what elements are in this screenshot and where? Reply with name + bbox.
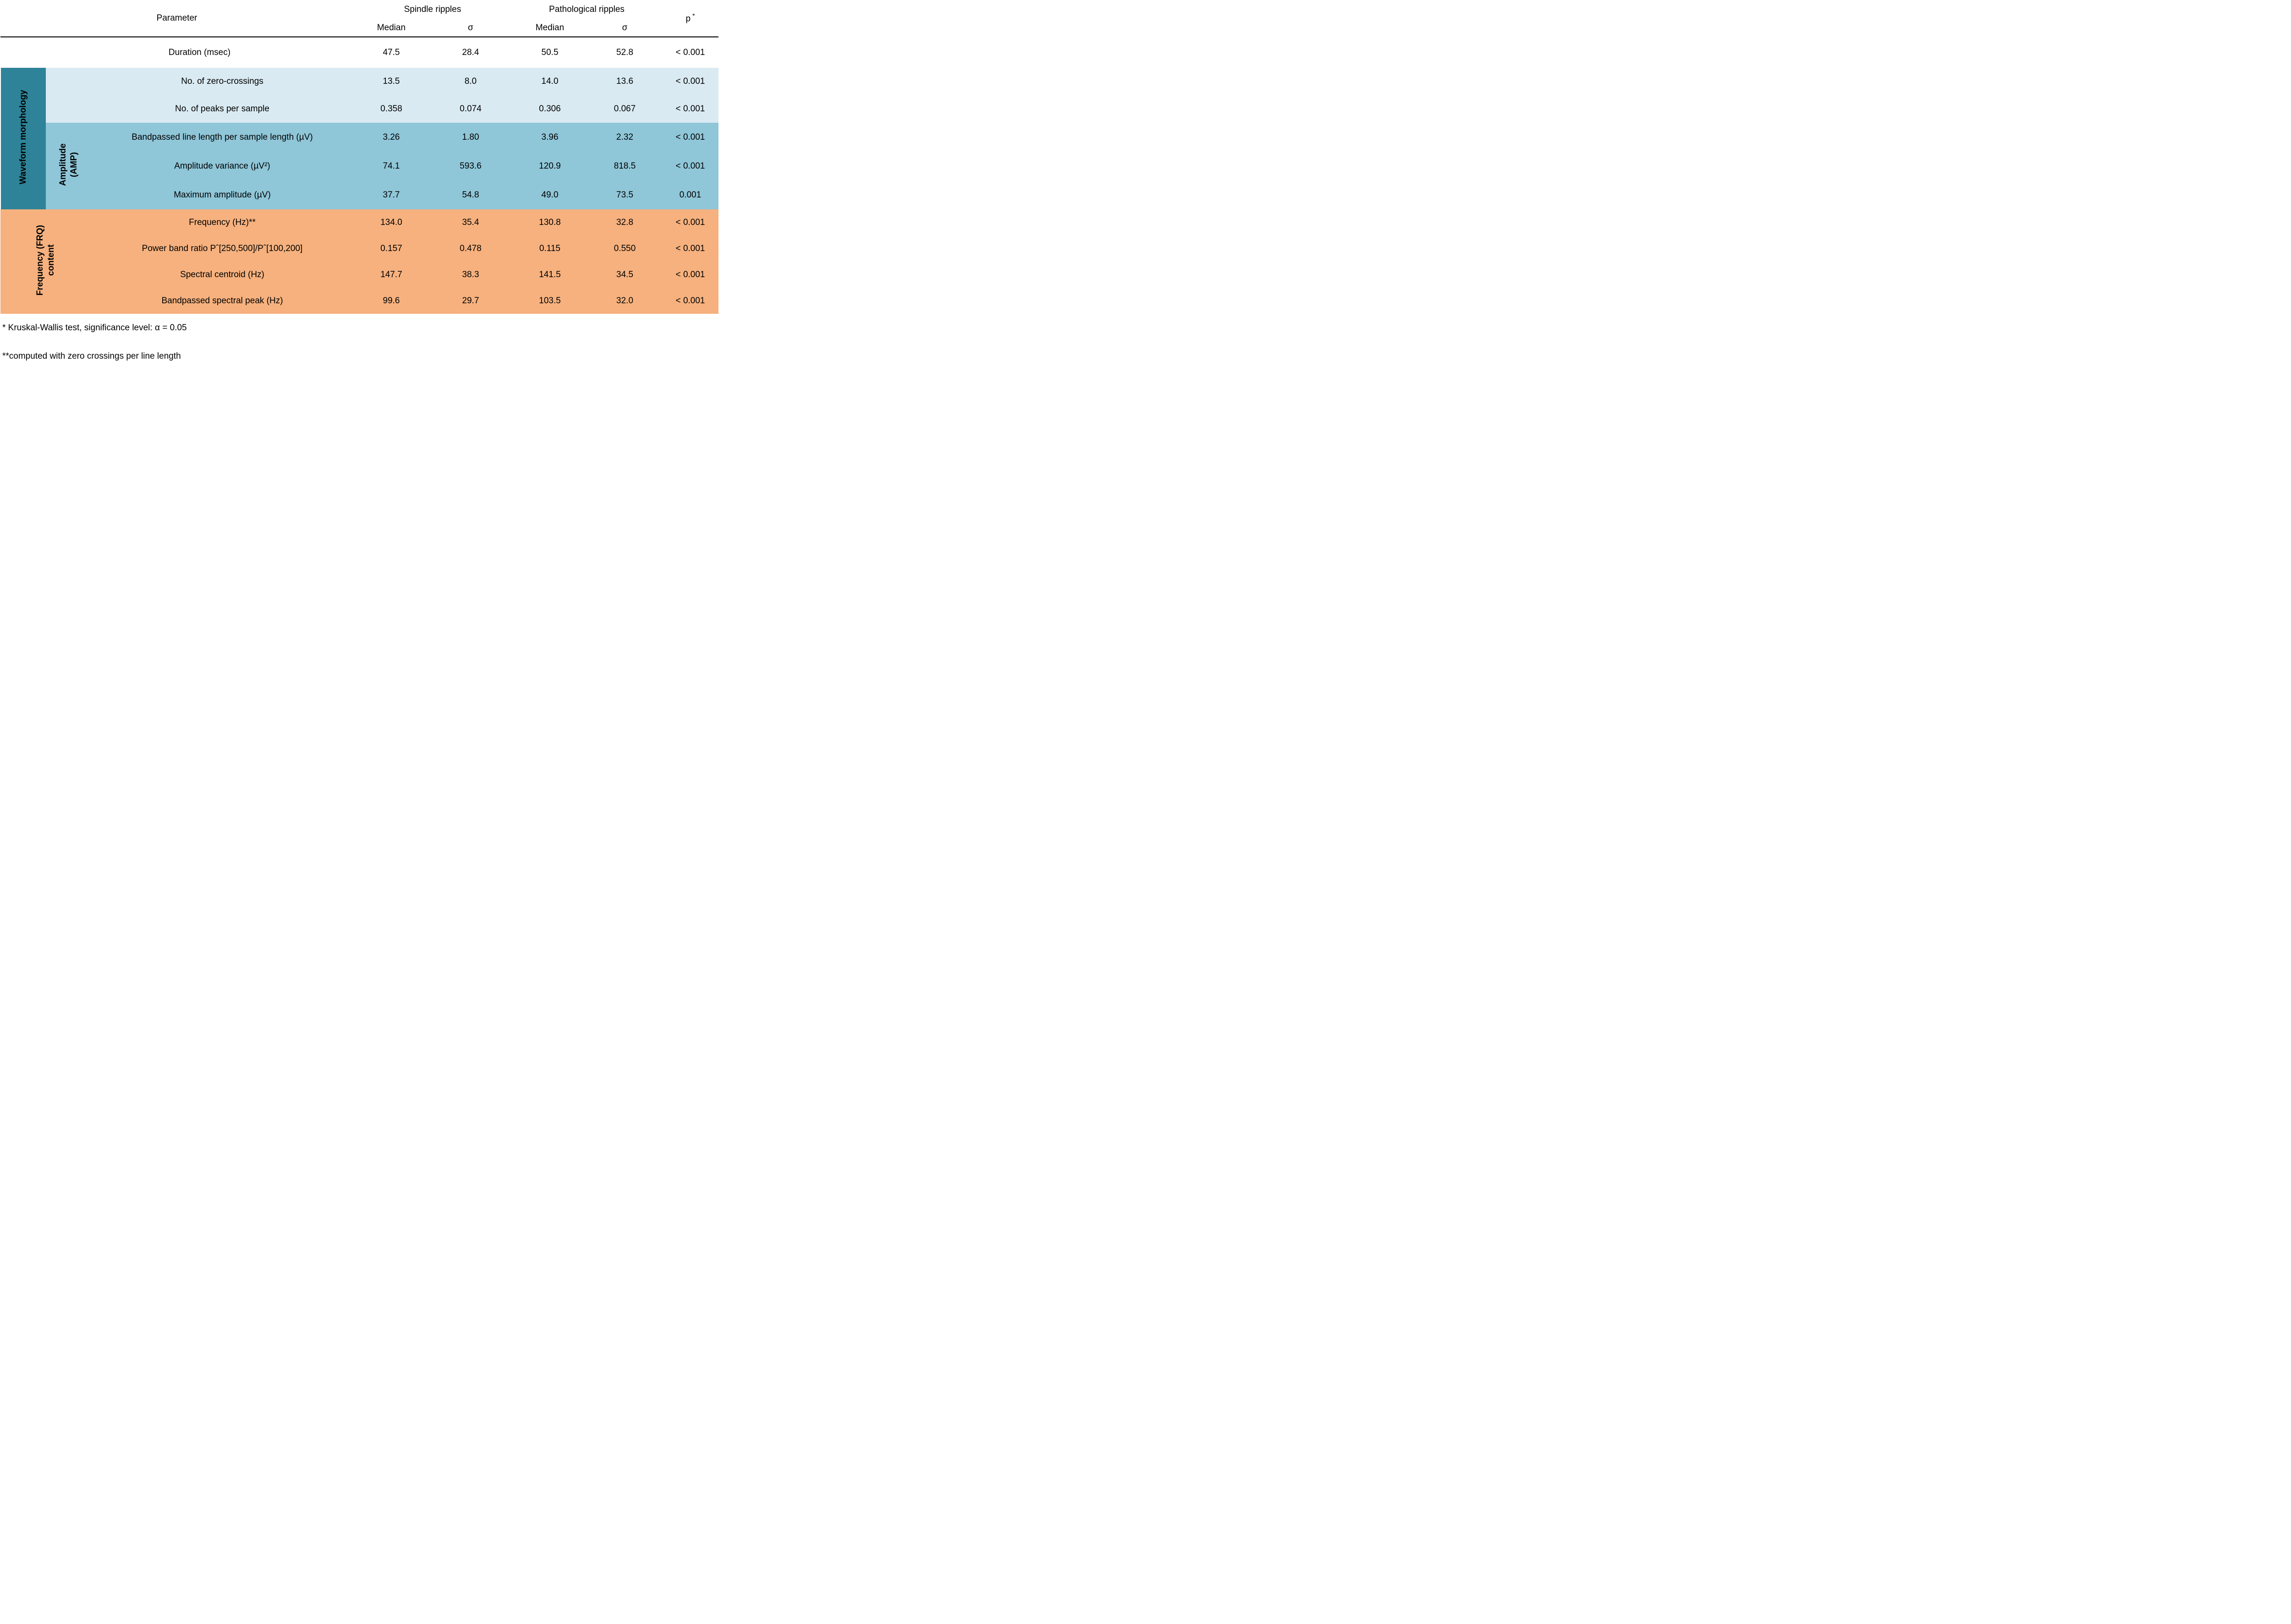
- param-cell: Maximum amplitude (µV): [91, 180, 354, 209]
- value-cell: 47.5: [353, 37, 430, 68]
- value-cell: 14.0: [512, 68, 588, 95]
- ripple-parameters-table-page: Parameter Spindle ripples Pathological r…: [0, 0, 718, 365]
- value-cell: 29.7: [429, 288, 512, 314]
- zero-crossings-footnote: **computed with zero crossings per line …: [2, 351, 181, 361]
- param-cell: Bandpassed line length per sample length…: [91, 123, 354, 152]
- table-row: No. of peaks per sample 0.358 0.074 0.30…: [0, 95, 718, 123]
- waveform-morphology-label: Waveform morphology: [0, 68, 46, 209]
- table-row: Maximum amplitude (µV) 37.7 54.8 49.0 73…: [0, 180, 718, 209]
- value-cell: 593.6: [429, 152, 512, 180]
- amplitude-amp-label: Amplitude (AMP): [46, 123, 91, 209]
- table-row: Duration (msec) 47.5 28.4 50.5 52.8 < 0.…: [0, 37, 718, 68]
- pathological-sigma-header: σ: [588, 19, 662, 38]
- p-value-header: p *: [662, 0, 718, 38]
- value-cell: 13.5: [353, 68, 430, 95]
- pathological-median-header: Median: [512, 19, 588, 38]
- p-value-cell: < 0.001: [662, 235, 718, 262]
- value-cell: 141.5: [512, 262, 588, 288]
- value-cell: 34.5: [588, 262, 662, 288]
- value-cell: 3.96: [512, 123, 588, 152]
- value-cell: 32.8: [588, 209, 662, 235]
- value-cell: 120.9: [512, 152, 588, 180]
- value-cell: 0.550: [588, 235, 662, 262]
- value-cell: 28.4: [429, 37, 512, 68]
- p-value-cell: 0.001: [662, 180, 718, 209]
- value-cell: 0.157: [353, 235, 430, 262]
- spacer-cell: [46, 95, 91, 123]
- value-cell: 0.306: [512, 95, 588, 123]
- value-cell: 3.26: [353, 123, 430, 152]
- p-value-cell: < 0.001: [662, 123, 718, 152]
- table-row: Frequency (FRQ) content Frequency (Hz)** …: [0, 209, 718, 314]
- value-cell: 1.80: [429, 123, 512, 152]
- value-cell: 818.5: [588, 152, 662, 180]
- parameter-header: Parameter: [0, 0, 354, 38]
- table-row: Waveform morphology No. of zero-crossing…: [0, 68, 718, 209]
- value-cell: 73.5: [588, 180, 662, 209]
- table-row: Power band ratio Pˆ[250,500]/Pˆ[100,200]…: [0, 235, 718, 262]
- value-cell: 0.074: [429, 95, 512, 123]
- value-cell: 0.478: [429, 235, 512, 262]
- value-cell: 103.5: [512, 288, 588, 314]
- param-cell: Bandpassed spectral peak (Hz): [91, 288, 354, 314]
- value-cell: 2.32: [588, 123, 662, 152]
- value-cell: 52.8: [588, 37, 662, 68]
- table-row: Bandpassed spectral peak (Hz) 99.6 29.7 …: [0, 288, 718, 314]
- p-value-cell: < 0.001: [662, 152, 718, 180]
- param-cell: Duration (msec): [46, 37, 354, 68]
- frequency-frq-content-text: Frequency (FRQ) content: [35, 225, 56, 296]
- table-row: Amplitude variance (µV²) 74.1 593.6 120.…: [0, 152, 718, 180]
- value-cell: 0.358: [353, 95, 430, 123]
- header-group-row: Parameter Spindle ripples Pathological r…: [0, 0, 718, 38]
- value-cell: 38.3: [429, 262, 512, 288]
- value-cell: 8.0: [429, 68, 512, 95]
- param-cell: Frequency (Hz)**: [91, 209, 354, 235]
- p-value-cell: < 0.001: [662, 37, 718, 68]
- ripple-parameters-table: Parameter Spindle ripples Pathological r…: [0, 0, 718, 314]
- param-cell: Spectral centroid (Hz): [91, 262, 354, 288]
- spindle-median-header: Median: [353, 19, 430, 38]
- value-cell: 99.6: [353, 288, 430, 314]
- frequency-frq-content-label: Frequency (FRQ) content: [0, 209, 91, 314]
- p-value-cell: < 0.001: [662, 68, 718, 95]
- value-cell: 54.8: [429, 180, 512, 209]
- waveform-morphology-text: Waveform morphology: [18, 90, 28, 185]
- header-sub-row: Median σ Median σ: [0, 19, 718, 38]
- value-cell: 134.0: [353, 209, 430, 235]
- kruskal-wallis-footnote: * Kruskal-Wallis test, significance leve…: [2, 323, 187, 333]
- value-cell: 74.1: [353, 152, 430, 180]
- p-value-cell: < 0.001: [662, 288, 718, 314]
- value-cell: 32.0: [588, 288, 662, 314]
- value-cell: 13.6: [588, 68, 662, 95]
- p-asterisk: *: [692, 12, 695, 20]
- spindle-sigma-header: σ: [429, 19, 512, 38]
- param-cell: No. of zero-crossings: [91, 68, 354, 95]
- param-cell: Power band ratio Pˆ[250,500]/Pˆ[100,200]: [91, 235, 354, 262]
- pathological-ripples-header: Pathological ripples: [549, 5, 625, 15]
- value-cell: 37.7: [353, 180, 430, 209]
- value-cell: 50.5: [512, 37, 588, 68]
- value-cell: 130.8: [512, 209, 588, 235]
- spacer-cell: [46, 68, 91, 95]
- amplitude-amp-text: Amplitude (AMP): [58, 143, 79, 186]
- p-value-cell: < 0.001: [662, 95, 718, 123]
- value-cell: 35.4: [429, 209, 512, 235]
- p-value-cell: < 0.001: [662, 209, 718, 235]
- spindle-ripples-header: Spindle ripples: [404, 5, 461, 15]
- param-cell: No. of peaks per sample: [91, 95, 354, 123]
- value-cell: 0.115: [512, 235, 588, 262]
- param-cell: Amplitude variance (µV²): [91, 152, 354, 180]
- value-cell: 147.7: [353, 262, 430, 288]
- spacer-cell: [0, 37, 46, 68]
- table-row: Amplitude (AMP) Bandpassed line length pe…: [0, 123, 718, 209]
- p-label: p: [685, 14, 691, 24]
- footnotes: * Kruskal-Wallis test, significance leve…: [0, 323, 718, 361]
- p-value-cell: < 0.001: [662, 262, 718, 288]
- value-cell: 49.0: [512, 180, 588, 209]
- value-cell: 0.067: [588, 95, 662, 123]
- table-row: Spectral centroid (Hz) 147.7 38.3 141.5 …: [0, 262, 718, 288]
